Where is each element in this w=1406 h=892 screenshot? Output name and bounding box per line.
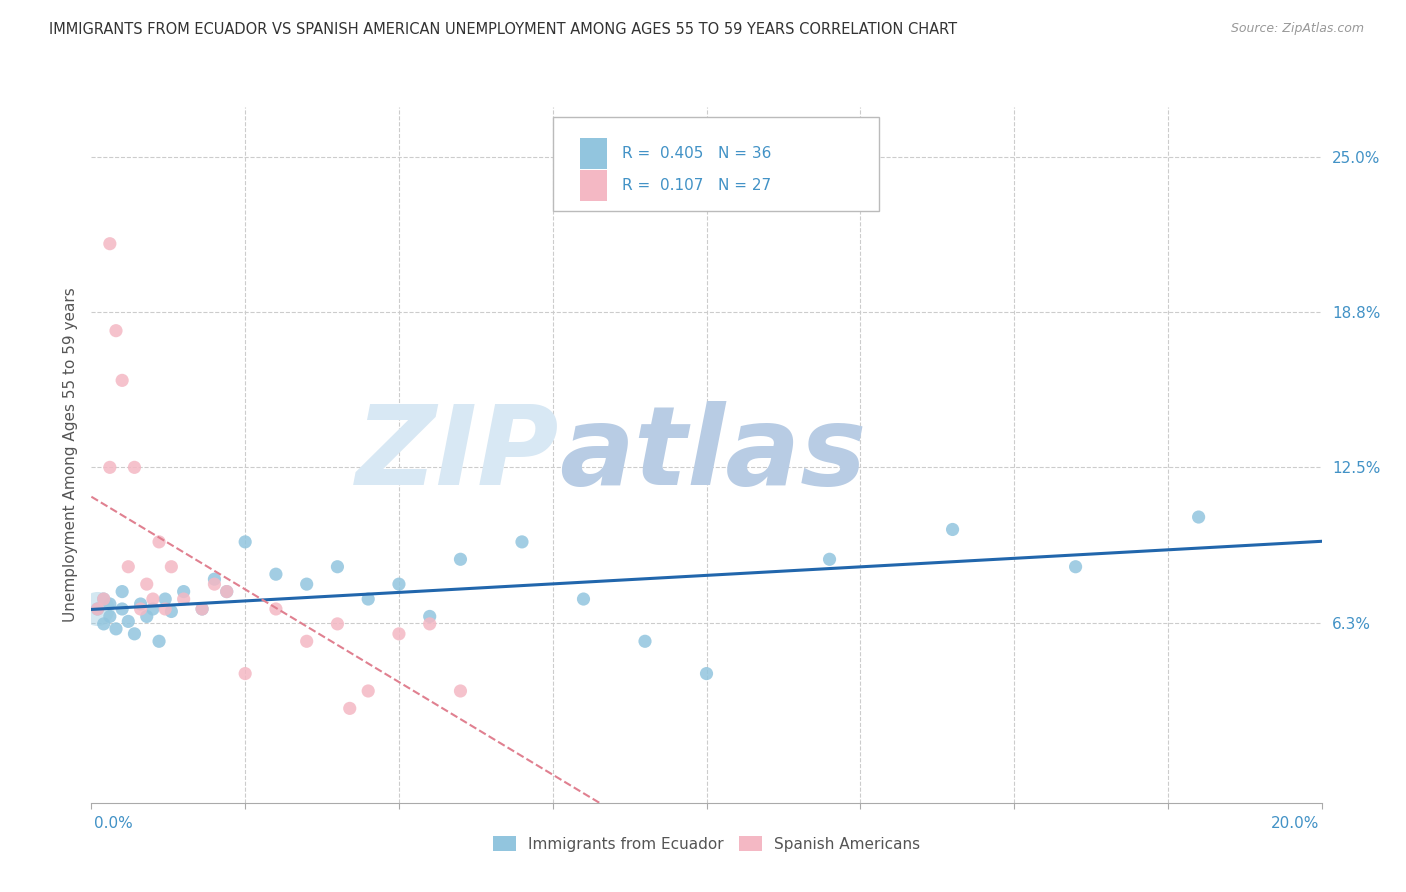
Point bbox=[98, 609, 121, 624]
Point bbox=[388, 577, 411, 591]
Point bbox=[86, 602, 108, 616]
Point bbox=[202, 577, 225, 591]
Point bbox=[233, 534, 256, 549]
Point bbox=[449, 552, 471, 566]
Point bbox=[160, 605, 183, 619]
Point bbox=[233, 666, 256, 681]
Point bbox=[117, 615, 139, 629]
Point bbox=[142, 602, 165, 616]
Point bbox=[1064, 559, 1087, 574]
Point bbox=[111, 602, 134, 616]
Point bbox=[357, 592, 380, 607]
Legend: Immigrants from Ecuador, Spanish Americans: Immigrants from Ecuador, Spanish America… bbox=[486, 830, 927, 858]
Text: IMMIGRANTS FROM ECUADOR VS SPANISH AMERICAN UNEMPLOYMENT AMONG AGES 55 TO 59 YEA: IMMIGRANTS FROM ECUADOR VS SPANISH AMERI… bbox=[49, 22, 957, 37]
Point bbox=[942, 523, 965, 537]
Point bbox=[326, 616, 349, 631]
Point bbox=[202, 572, 225, 586]
Text: R =  0.405   N = 36: R = 0.405 N = 36 bbox=[621, 146, 770, 161]
Y-axis label: Unemployment Among Ages 55 to 59 years: Unemployment Among Ages 55 to 59 years bbox=[62, 287, 77, 623]
Text: 20.0%: 20.0% bbox=[1271, 816, 1319, 831]
Point bbox=[117, 559, 139, 574]
Point bbox=[326, 559, 349, 574]
Point bbox=[295, 577, 318, 591]
Point bbox=[111, 584, 134, 599]
Point bbox=[148, 634, 170, 648]
Point bbox=[1187, 510, 1209, 524]
Point bbox=[135, 577, 157, 591]
Text: atlas: atlas bbox=[558, 401, 866, 508]
Point bbox=[818, 552, 841, 566]
Point bbox=[264, 602, 287, 616]
Bar bbox=[579, 170, 607, 202]
Point bbox=[510, 534, 533, 549]
Point bbox=[572, 592, 595, 607]
Point bbox=[449, 684, 471, 698]
Point bbox=[142, 592, 165, 607]
Point bbox=[135, 609, 157, 624]
Point bbox=[105, 324, 127, 338]
Point bbox=[173, 584, 195, 599]
Point bbox=[634, 634, 657, 648]
Bar bbox=[579, 138, 607, 169]
Point bbox=[215, 584, 238, 599]
Point bbox=[93, 592, 115, 607]
Point bbox=[419, 616, 441, 631]
Point bbox=[264, 567, 287, 582]
Text: R =  0.107   N = 27: R = 0.107 N = 27 bbox=[621, 178, 770, 194]
Point bbox=[86, 602, 108, 616]
Point bbox=[160, 559, 183, 574]
Point bbox=[93, 592, 115, 607]
Point bbox=[105, 622, 127, 636]
Point bbox=[191, 602, 214, 616]
Point bbox=[696, 666, 718, 681]
Point bbox=[153, 602, 177, 616]
Point bbox=[295, 634, 318, 648]
Point bbox=[339, 701, 361, 715]
Text: Source: ZipAtlas.com: Source: ZipAtlas.com bbox=[1230, 22, 1364, 36]
Point bbox=[93, 616, 115, 631]
Point bbox=[215, 584, 238, 599]
Point bbox=[129, 602, 152, 616]
Point bbox=[388, 627, 411, 641]
Point bbox=[419, 609, 441, 624]
Point bbox=[98, 460, 121, 475]
Point bbox=[129, 597, 152, 611]
Text: ZIP: ZIP bbox=[356, 401, 558, 508]
Point bbox=[124, 627, 146, 641]
Point bbox=[111, 373, 134, 387]
Point bbox=[98, 236, 121, 251]
Point bbox=[86, 602, 108, 616]
Point bbox=[357, 684, 380, 698]
Text: 0.0%: 0.0% bbox=[94, 816, 134, 831]
Point bbox=[148, 534, 170, 549]
Point bbox=[98, 597, 121, 611]
Point bbox=[124, 460, 146, 475]
FancyBboxPatch shape bbox=[553, 118, 879, 211]
Point bbox=[191, 602, 214, 616]
Point bbox=[153, 592, 177, 607]
Point bbox=[173, 592, 195, 607]
